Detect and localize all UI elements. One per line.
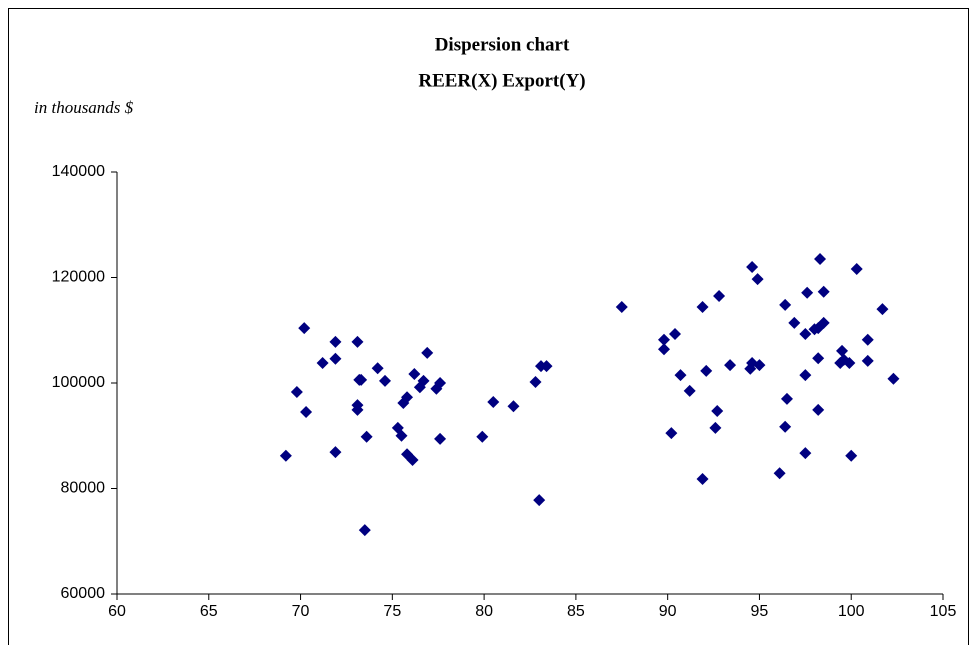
unit-note: in thousands $: [34, 98, 134, 117]
point: [329, 446, 342, 459]
x-tick-label: 105: [930, 603, 957, 620]
point: [290, 385, 303, 398]
point: [709, 421, 722, 434]
point: [696, 473, 709, 486]
point: [507, 400, 520, 413]
x-tick-label: 95: [751, 603, 769, 620]
point: [700, 364, 713, 377]
point: [395, 429, 408, 442]
chart-frame: [8, 8, 969, 645]
y-tick-label: 80000: [61, 480, 106, 497]
point: [669, 327, 682, 340]
x-tick-label: 80: [475, 603, 493, 620]
point: [329, 352, 342, 365]
point: [861, 333, 874, 346]
point: [713, 289, 726, 302]
point: [812, 352, 825, 365]
point: [850, 263, 863, 276]
point: [799, 327, 812, 340]
chart-title: Dispersion chart: [435, 34, 570, 55]
point: [615, 301, 628, 314]
point: [355, 373, 368, 386]
point: [751, 273, 764, 286]
point: [779, 298, 792, 311]
point: [711, 404, 724, 417]
point: [316, 356, 329, 369]
point: [780, 392, 793, 405]
point: [434, 432, 447, 445]
chart-subtitle: REER(X) Export(Y): [418, 70, 585, 91]
point: [300, 406, 313, 419]
point: [799, 447, 812, 460]
point: [887, 372, 900, 385]
point: [540, 360, 553, 373]
x-tick-label: 75: [383, 603, 401, 620]
point: [817, 285, 830, 298]
x-tick-label: 70: [292, 603, 310, 620]
point: [876, 303, 889, 316]
point: [351, 335, 364, 348]
y-tick-label: 120000: [52, 269, 105, 286]
y-tick-label: 60000: [61, 585, 106, 602]
point: [674, 369, 687, 382]
point: [298, 322, 311, 335]
point: [799, 369, 812, 382]
x-tick-label: 85: [567, 603, 585, 620]
point: [657, 343, 670, 356]
point: [773, 467, 786, 480]
point: [371, 362, 384, 375]
point: [401, 391, 414, 404]
point: [434, 377, 447, 389]
point: [406, 454, 419, 467]
point: [683, 384, 696, 397]
y-tick-label: 100000: [52, 374, 105, 391]
point: [753, 359, 766, 372]
point: [408, 368, 421, 381]
point: [279, 449, 292, 462]
x-tick-label: 60: [108, 603, 126, 620]
point: [779, 420, 792, 433]
point: [351, 403, 364, 416]
point: [358, 524, 371, 537]
x-tick-label: 65: [200, 603, 218, 620]
point: [724, 359, 737, 372]
point: [329, 335, 342, 348]
x-tick-label: 90: [659, 603, 677, 620]
point: [417, 374, 430, 387]
point: [360, 430, 373, 443]
point: [421, 346, 434, 359]
point: [487, 395, 500, 408]
point: [812, 322, 825, 335]
y-tick-label: 140000: [52, 163, 105, 180]
point: [665, 427, 678, 440]
point: [836, 344, 849, 357]
point: [657, 333, 670, 346]
point: [843, 356, 856, 369]
point: [529, 375, 542, 388]
point: [788, 316, 801, 329]
point: [696, 301, 709, 314]
point: [801, 286, 814, 299]
point: [814, 253, 827, 266]
point: [746, 260, 759, 273]
point: [476, 430, 489, 443]
x-tick-label: 100: [838, 603, 865, 620]
point: [378, 374, 391, 387]
point: [845, 449, 858, 462]
point: [812, 403, 825, 416]
point: [533, 494, 546, 507]
point: [861, 354, 874, 367]
